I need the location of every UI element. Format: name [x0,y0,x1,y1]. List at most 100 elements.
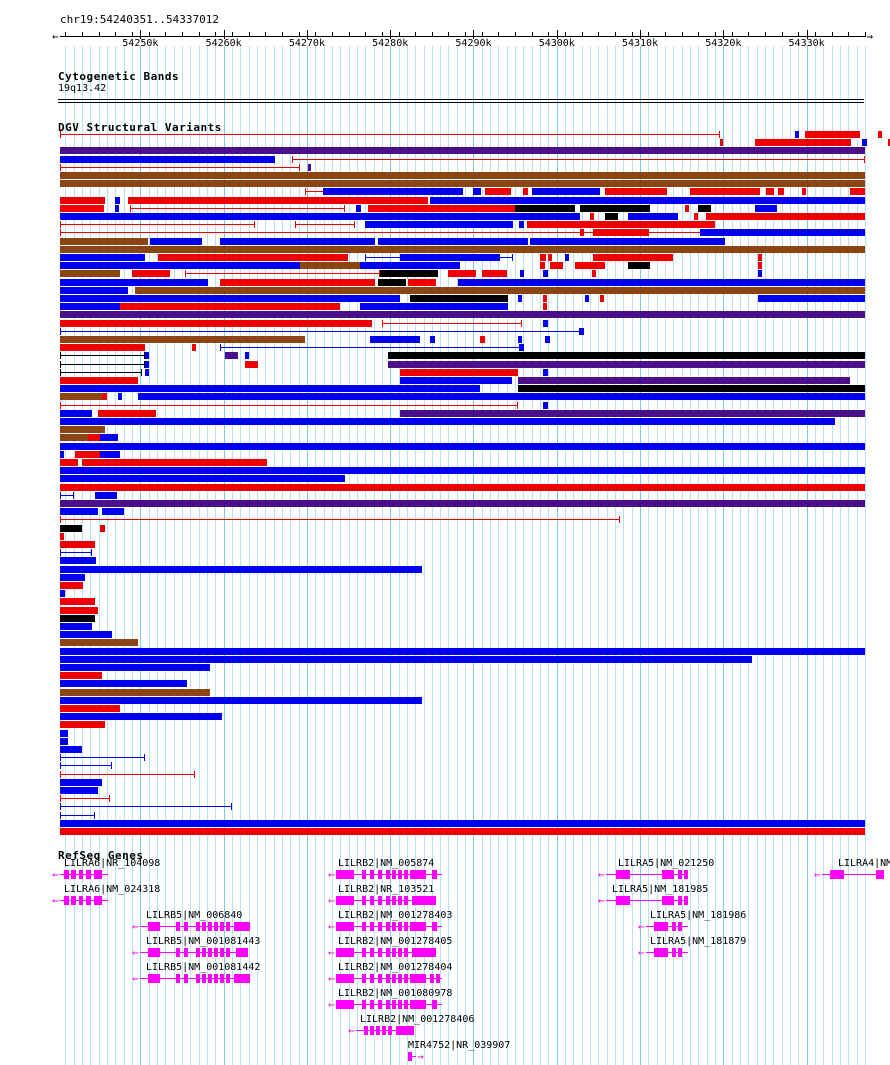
dgv-variant-segment[interactable] [60,409,92,417]
dgv-variant-segment[interactable] [518,295,522,302]
gene-model[interactable]: LILRA5|NM_181879 ← [60,936,890,960]
gene-exon[interactable] [678,922,682,931]
dgv-variant-segment[interactable] [60,623,92,630]
dgv-variant-segment[interactable] [60,311,865,319]
gene-exon[interactable] [398,974,402,983]
gene-exon[interactable] [362,1000,366,1009]
dgv-variant-row[interactable] [60,286,865,294]
dgv-variant-segment[interactable] [60,614,95,622]
dgv-variant-segment[interactable] [60,606,98,614]
dgv-variant-segment[interactable] [60,721,105,729]
gene-transcript[interactable]: ← [52,869,108,880]
dgv-variant-segment[interactable] [685,204,689,212]
dgv-variant-connector[interactable] [60,166,300,168]
gene-exon[interactable] [148,974,160,983]
dgv-variant-segment[interactable] [706,213,865,220]
dgv-variant-segment[interactable] [540,254,546,261]
dgv-variant-row[interactable] [60,426,865,434]
dgv-variant-row[interactable] [60,623,865,630]
dgv-variant-segment[interactable] [518,336,522,343]
dgv-variant-segment[interactable] [795,131,799,138]
dgv-variant-segment[interactable] [60,278,208,286]
dgv-variant-row[interactable] [60,131,882,138]
dgv-variant-connector[interactable] [60,552,92,554]
dgv-variant-row[interactable] [60,254,865,261]
dgv-variant-row[interactable] [60,737,865,745]
gene-transcript[interactable]: ← [328,973,442,984]
dgv-variant-segment[interactable] [530,237,725,245]
dgv-variant-row[interactable] [60,828,865,835]
gene-exon[interactable] [432,870,437,879]
dgv-variant-row[interactable] [60,557,865,565]
dgv-variant-segment[interactable] [140,270,170,278]
gene-model[interactable]: MIR4752|NR_039907 → [60,1040,890,1064]
gene-exon[interactable] [376,1026,380,1035]
gene-exon[interactable] [370,896,374,905]
gene-exon[interactable] [336,870,354,879]
dgv-variant-row[interactable] [60,204,865,212]
dgv-variant-row[interactable] [60,754,865,762]
dgv-variant-segment[interactable] [60,696,422,704]
dgv-variant-segment[interactable] [690,188,760,196]
dgv-variant-segment[interactable] [60,180,865,188]
dgv-variant-segment[interactable] [592,270,596,278]
dgv-variant-segment[interactable] [593,229,649,237]
dgv-variant-row[interactable] [60,713,865,721]
gene-exon[interactable] [392,1000,396,1009]
gene-exon[interactable] [412,948,436,957]
dgv-variant-row[interactable] [60,245,865,253]
gene-exon[interactable] [370,974,374,983]
dgv-variant-segment[interactable] [135,286,865,294]
dgv-variant-row[interactable] [60,811,865,819]
dgv-variant-segment[interactable] [60,467,865,475]
dgv-variant-segment[interactable] [862,139,867,147]
gene-exon[interactable] [184,922,188,931]
dgv-variant-row[interactable] [60,196,865,204]
dgv-variant-segment[interactable] [60,705,120,712]
dgv-variant-row[interactable] [60,327,865,335]
dgv-variant-segment[interactable] [60,147,865,155]
gene-exon[interactable] [672,948,676,957]
gene-exon[interactable] [176,948,180,957]
dgv-variant-row[interactable] [60,680,865,688]
dgv-variant-segment[interactable] [60,459,78,466]
dgv-variant-segment[interactable] [365,221,513,229]
dgv-variant-segment[interactable] [430,336,435,343]
dgv-variant-connector[interactable] [60,806,232,808]
dgv-variant-segment[interactable] [60,303,140,311]
gene-model[interactable]: LILRB5|NM_001081443 ← [60,936,890,960]
dgv-variant-row[interactable] [60,401,865,409]
dgv-variant-segment[interactable] [540,262,545,270]
dgv-variant-connector[interactable] [60,404,518,406]
gene-exon[interactable] [208,948,212,957]
gene-exon[interactable] [176,974,180,983]
dgv-variant-row[interactable] [60,295,865,302]
gene-exon[interactable] [234,922,250,931]
dgv-variant-segment[interactable] [60,573,85,581]
gene-exon[interactable] [86,870,91,879]
dgv-variant-connector[interactable] [60,134,720,135]
gene-exon[interactable] [208,922,212,931]
gene-exon[interactable] [336,948,354,957]
gene-model[interactable]: LILRB2|NM_005874 ← [60,858,890,882]
dgv-variant-segment[interactable] [518,377,850,384]
dgv-variant-row[interactable] [60,409,865,417]
gene-exon[interactable] [678,870,682,879]
dgv-variant-connector[interactable] [130,207,345,209]
gene-model[interactable]: LILRB2|NM_001278405 ← [60,936,890,960]
dgv-variant-segment[interactable] [75,450,100,458]
gene-exon[interactable] [220,922,224,931]
dgv-variant-row[interactable] [60,262,865,270]
gene-model[interactable]: LILRB2|NM_001278406 ← [60,1014,890,1038]
dgv-variant-connector[interactable] [60,765,112,767]
dgv-variant-row[interactable] [60,778,865,786]
dgv-variant-row[interactable] [60,475,865,483]
dgv-variant-row[interactable] [60,787,865,794]
gene-model[interactable]: LILRA4|NM_ ← [60,858,890,882]
dgv-variant-row[interactable] [60,729,865,737]
dgv-variant-segment[interactable] [448,270,476,278]
gene-transcript[interactable]: ← [132,947,248,958]
dgv-variant-segment[interactable] [100,524,105,532]
gene-exon[interactable] [176,922,180,931]
dgv-variant-row[interactable] [60,303,865,311]
